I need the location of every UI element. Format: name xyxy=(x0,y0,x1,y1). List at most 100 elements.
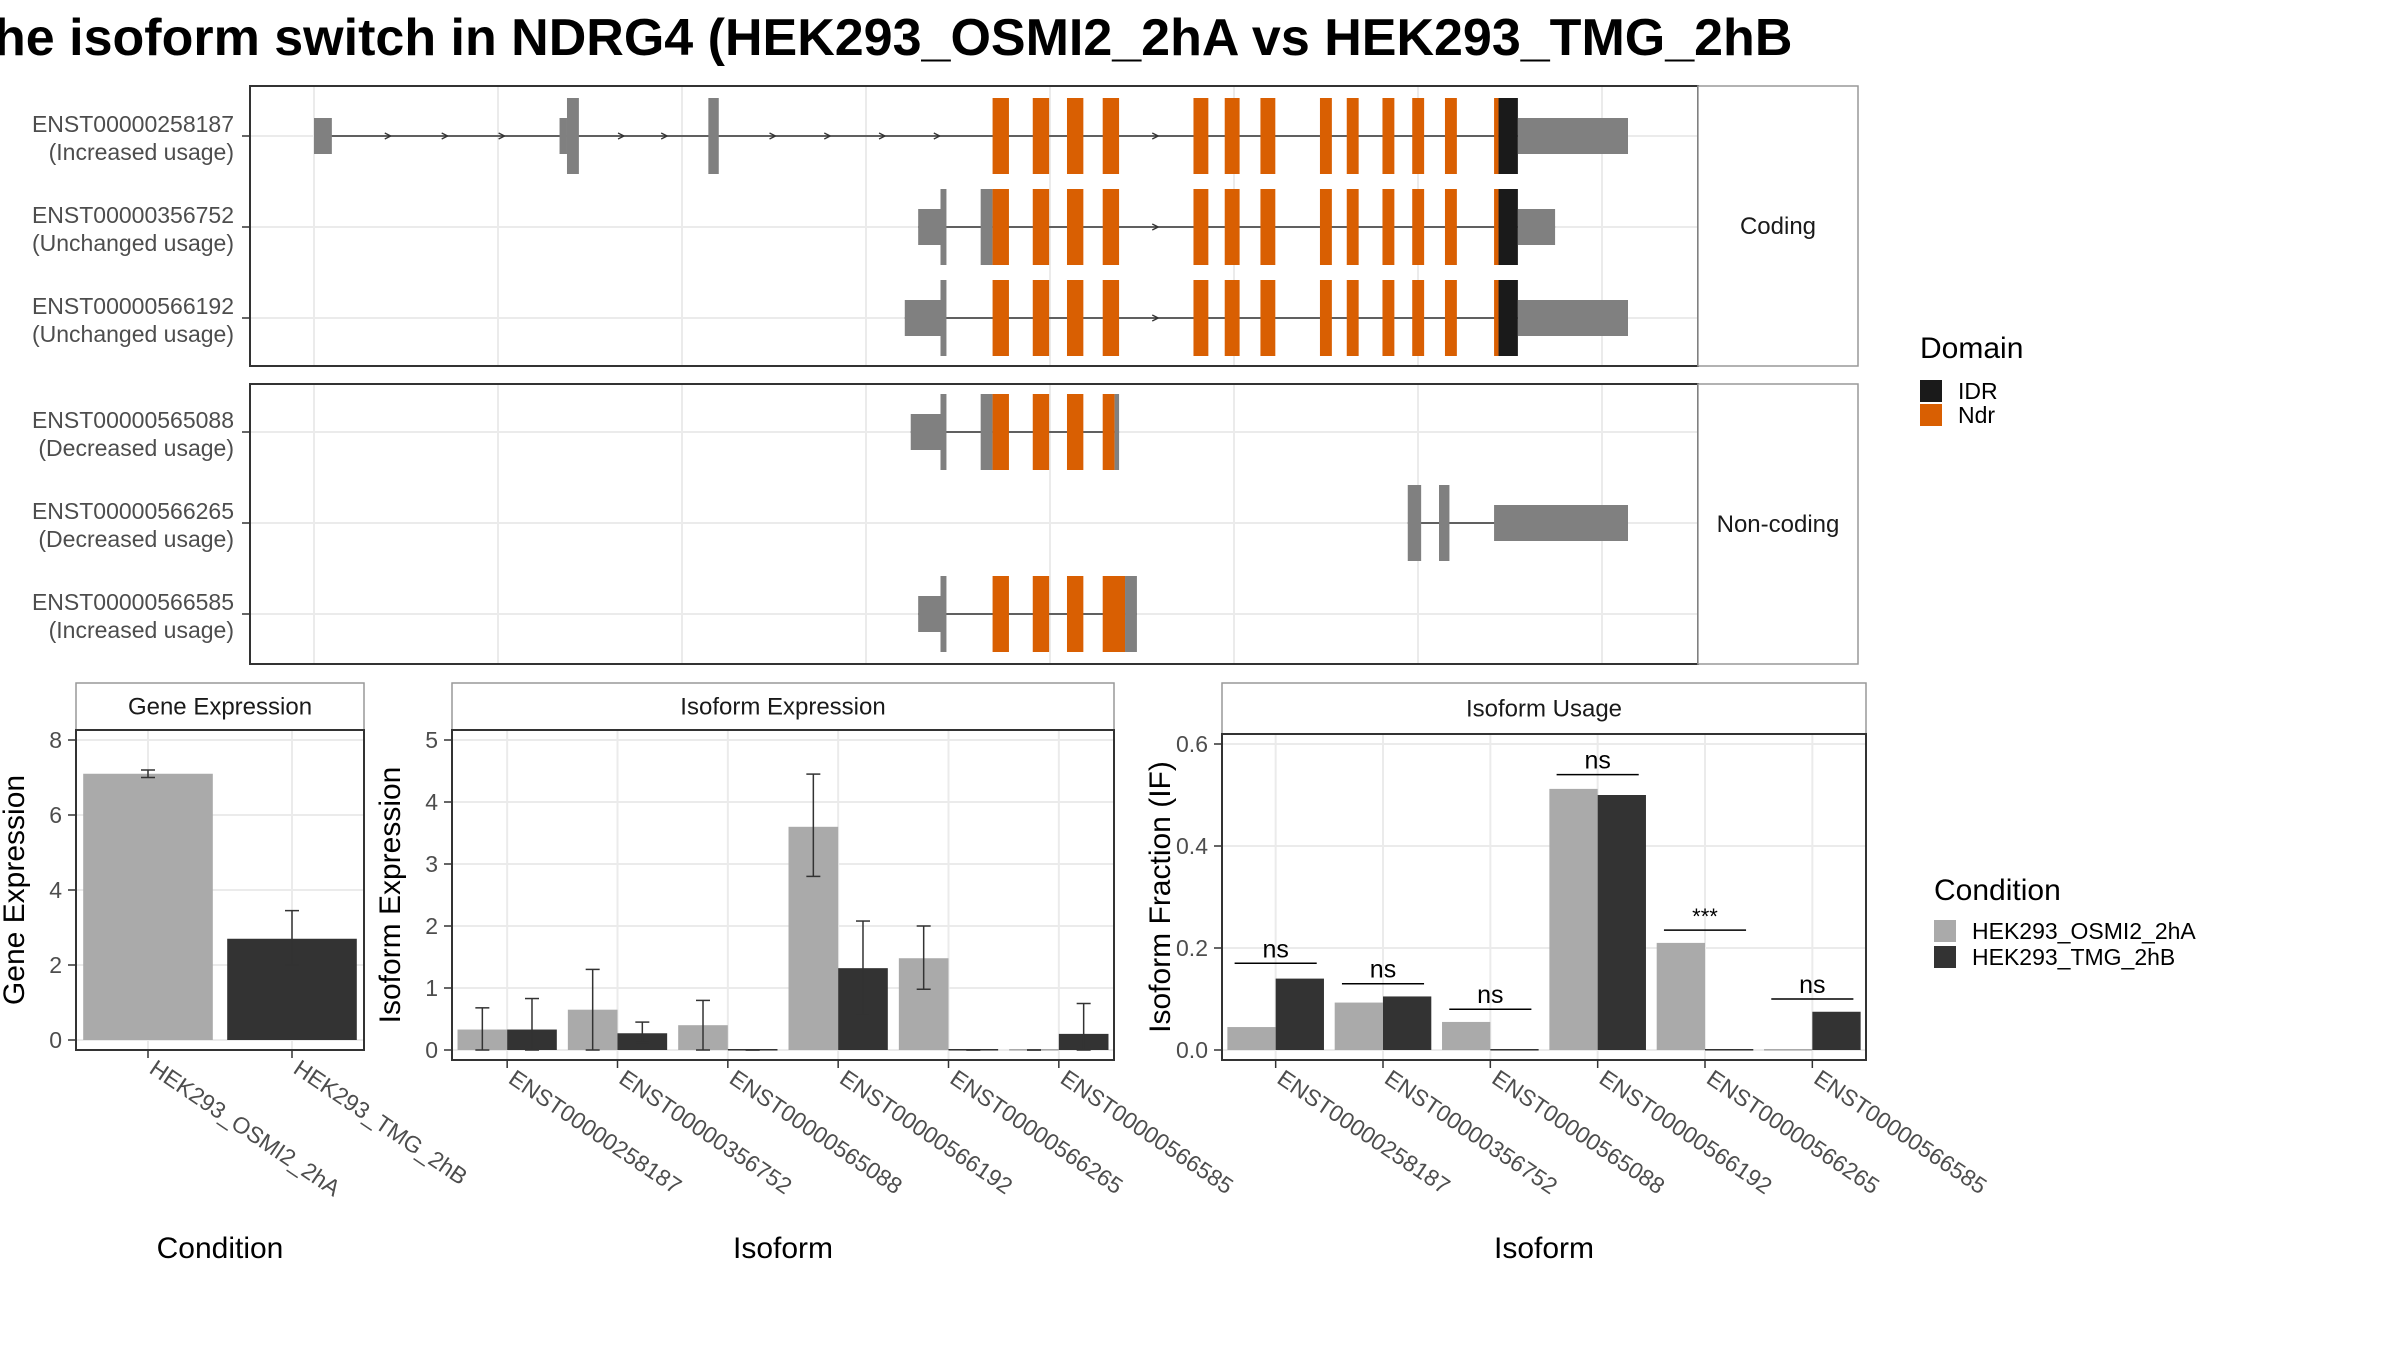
bar-tmg xyxy=(1383,996,1432,1050)
isoform-id-label: ENST00000566192 xyxy=(32,293,234,319)
isoform-usage-label: (Decreased usage) xyxy=(38,435,234,461)
exon-ndr-domain xyxy=(1260,98,1276,174)
exon-ndr-domain xyxy=(1193,280,1209,356)
exon-ndr-domain xyxy=(1224,189,1240,265)
exon-ndr-domain xyxy=(1260,280,1276,356)
y-tick-label: 5 xyxy=(425,727,438,753)
exon-ndr-domain xyxy=(992,98,1009,174)
y-tick-label: 6 xyxy=(49,802,62,828)
exon-ndr-domain xyxy=(1412,98,1425,174)
y-tick-label: 1 xyxy=(425,975,438,1001)
exon-ndr-domain xyxy=(1494,280,1499,356)
bar-osmi2 xyxy=(1764,1049,1813,1051)
exon xyxy=(1517,209,1556,245)
exon-ndr-domain xyxy=(1412,189,1425,265)
y-tick-label: 2 xyxy=(425,913,438,939)
x-tick-label: ENST00000566265 xyxy=(1702,1065,1884,1200)
figure-title: he isoform switch in NDRG4 (HEK293_OSMI2… xyxy=(0,9,1792,67)
isoform-id-label: ENST00000565088 xyxy=(32,407,234,433)
exon-ndr-domain xyxy=(1102,280,1120,356)
x-tick-label: ENST00000566585 xyxy=(1810,1065,1992,1200)
isoform-id-label: ENST00000258187 xyxy=(32,111,234,137)
intron-direction-arrow xyxy=(1151,223,1160,231)
legend-key-ndr xyxy=(1920,404,1942,426)
intron-direction-arrow xyxy=(878,132,887,140)
y-tick-label: 0 xyxy=(425,1037,438,1063)
y-tick-label: 0.6 xyxy=(1176,731,1208,757)
exon-ndr-domain xyxy=(1444,280,1457,356)
bar-osmi2 xyxy=(1549,788,1598,1050)
isoform-usage-label: (Increased usage) xyxy=(49,617,234,643)
facet-strip xyxy=(1697,85,1859,367)
exon xyxy=(1125,576,1137,652)
exon-ndr-domain xyxy=(1444,189,1457,265)
exon-ndr-domain xyxy=(1066,98,1084,174)
exon-ndr-domain xyxy=(1032,394,1050,470)
y-tick-label: 2 xyxy=(49,952,62,978)
exon xyxy=(559,118,567,154)
facet-strip-label: Isoform Usage xyxy=(1466,696,1622,723)
exon-ndr-domain xyxy=(1193,98,1209,174)
significance-label: *** xyxy=(1692,904,1718,929)
exon-ndr-domain xyxy=(1382,98,1395,174)
exon xyxy=(904,300,941,336)
exon-ndr-domain xyxy=(1032,98,1050,174)
significance-label: ns xyxy=(1584,747,1610,775)
intron-direction-arrow xyxy=(384,132,393,140)
x-tick-label: ENST00000258187 xyxy=(1273,1065,1455,1200)
y-axis-title: Isoform Expression xyxy=(374,767,407,1024)
exon xyxy=(1114,394,1120,470)
exon-ndr-domain xyxy=(1494,98,1499,174)
facet-strip xyxy=(75,682,365,731)
isoform-usage-label: (Unchanged usage) xyxy=(32,230,234,256)
x-axis-title: Isoform xyxy=(1494,1232,1594,1265)
x-axis-title: Isoform xyxy=(733,1232,833,1265)
x-tick-label: ENST00000565088 xyxy=(1488,1065,1670,1200)
exon-ndr-domain xyxy=(1193,189,1209,265)
exon xyxy=(1439,485,1450,561)
y-tick-label: 3 xyxy=(425,851,438,877)
bar-tmg xyxy=(1275,978,1324,1050)
exon xyxy=(980,394,993,470)
exon-idr-domain xyxy=(1498,189,1518,265)
y-tick-label: 0.0 xyxy=(1176,1037,1208,1063)
bar-tmg xyxy=(1490,1049,1539,1051)
exon xyxy=(918,209,941,245)
facet-strip-label: Coding xyxy=(1740,213,1816,240)
exon-ndr-domain xyxy=(1494,189,1499,265)
panel-border xyxy=(451,729,1115,1061)
isoform-id-label: ENST00000566585 xyxy=(32,589,234,615)
exon-idr-domain xyxy=(1498,98,1518,174)
intron-direction-arrow xyxy=(660,132,669,140)
exon xyxy=(940,576,947,652)
exon xyxy=(314,118,332,154)
intron-direction-arrow xyxy=(498,132,507,140)
exon-ndr-domain xyxy=(1032,280,1050,356)
exon-ndr-domain xyxy=(1319,189,1332,265)
legend-title: Domain xyxy=(1920,332,2023,365)
bar-osmi2 xyxy=(1656,942,1705,1050)
isoform-usage-panel: Isoform Usage 0.0 0.2 0.4 0.6 ns ns ns ns *** ns EN… xyxy=(1144,682,1992,1265)
intron-direction-arrow xyxy=(617,132,626,140)
y-tick-label: 8 xyxy=(49,727,62,753)
exon-ndr-domain xyxy=(1319,98,1332,174)
structure-panel-noncoding: ENST00000565088(Decreased usage) ENST0000… xyxy=(32,383,1859,665)
exon-ndr-domain xyxy=(1066,576,1084,652)
exon-ndr-domain xyxy=(1066,189,1084,265)
panel-background xyxy=(452,730,1114,1060)
isoform-id-label: ENST00000356752 xyxy=(32,202,234,228)
exon-ndr-domain xyxy=(1102,189,1120,265)
exon xyxy=(1517,118,1628,154)
legend-label: HEK293_OSMI2_2hA xyxy=(1972,918,2196,944)
legend-key-tmg xyxy=(1934,946,1956,968)
y-tick-label: 4 xyxy=(425,789,438,815)
exon-ndr-domain xyxy=(992,280,1009,356)
x-axis-title: Condition xyxy=(157,1232,284,1265)
exon-ndr-domain xyxy=(1032,576,1050,652)
bar-osmi2 xyxy=(1334,1002,1383,1050)
facet-strip xyxy=(1697,383,1859,665)
panel-background xyxy=(1222,734,1866,1060)
exon-ndr-domain xyxy=(1102,394,1115,470)
intron-direction-arrow xyxy=(441,132,450,140)
legend-label: Ndr xyxy=(1958,402,1995,428)
